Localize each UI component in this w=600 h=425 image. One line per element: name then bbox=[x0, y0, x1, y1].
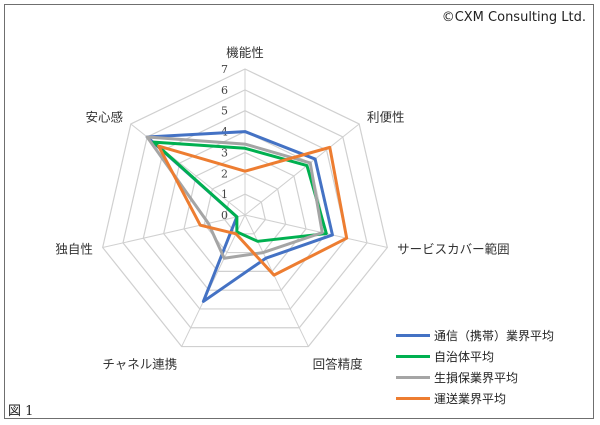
grid-ring bbox=[142, 110, 348, 310]
axis-label: 回答精度 bbox=[313, 357, 364, 372]
chart-legend: 通信（携帯）業界平均 自治体平均 生損保業界平均 運送業界平均 bbox=[396, 325, 586, 409]
axis-label: チャネル連携 bbox=[102, 357, 177, 372]
legend-label: 運送業界平均 bbox=[434, 392, 507, 406]
grid-ring bbox=[102, 68, 388, 348]
grid-ring bbox=[122, 89, 368, 329]
legend-item: 生損保業界平均 bbox=[396, 367, 586, 388]
legend-item: 運送業界平均 bbox=[396, 388, 586, 409]
legend-item: 自治体平均 bbox=[396, 346, 586, 367]
grid-spoke bbox=[244, 214, 309, 347]
legend-label: 自治体平均 bbox=[434, 350, 495, 364]
chart-frame bbox=[4, 4, 594, 419]
grid-spoke bbox=[102, 214, 246, 248]
axis-label: 安心感 bbox=[86, 110, 124, 125]
grid-spoke bbox=[181, 214, 246, 347]
series-line bbox=[152, 140, 328, 243]
legend-swatch bbox=[396, 397, 430, 400]
tick-label: 2 bbox=[221, 167, 228, 180]
axis-label: 独自性 bbox=[55, 242, 93, 257]
tick-label: 5 bbox=[221, 105, 228, 118]
grid-spoke bbox=[244, 214, 388, 248]
axis-label: サービスカバー範囲 bbox=[397, 242, 510, 257]
tick-label: 3 bbox=[221, 146, 228, 159]
legend-swatch bbox=[396, 376, 430, 379]
figure-label: 図 1 bbox=[8, 404, 34, 419]
legend-label: 生損保業界平均 bbox=[434, 371, 519, 385]
legend-swatch bbox=[396, 355, 430, 358]
tick-label: 6 bbox=[221, 84, 228, 97]
copyright-text: ©CXM Consulting Ltd. bbox=[441, 10, 586, 25]
axis-label: 利便性 bbox=[367, 110, 405, 125]
series-line bbox=[145, 135, 324, 260]
grid-ring bbox=[224, 193, 266, 235]
grid-spoke bbox=[244, 123, 360, 216]
tick-label: 1 bbox=[221, 188, 228, 201]
legend-label: 通信（携帯）業界平均 bbox=[434, 329, 555, 343]
legend-swatch bbox=[396, 334, 430, 337]
series-line bbox=[157, 144, 349, 277]
tick-label: 0 bbox=[221, 209, 228, 222]
axis-label: 機能性 bbox=[226, 45, 264, 60]
legend-item: 通信（携帯）業界平均 bbox=[396, 325, 586, 346]
tick-label: 7 bbox=[221, 63, 228, 76]
